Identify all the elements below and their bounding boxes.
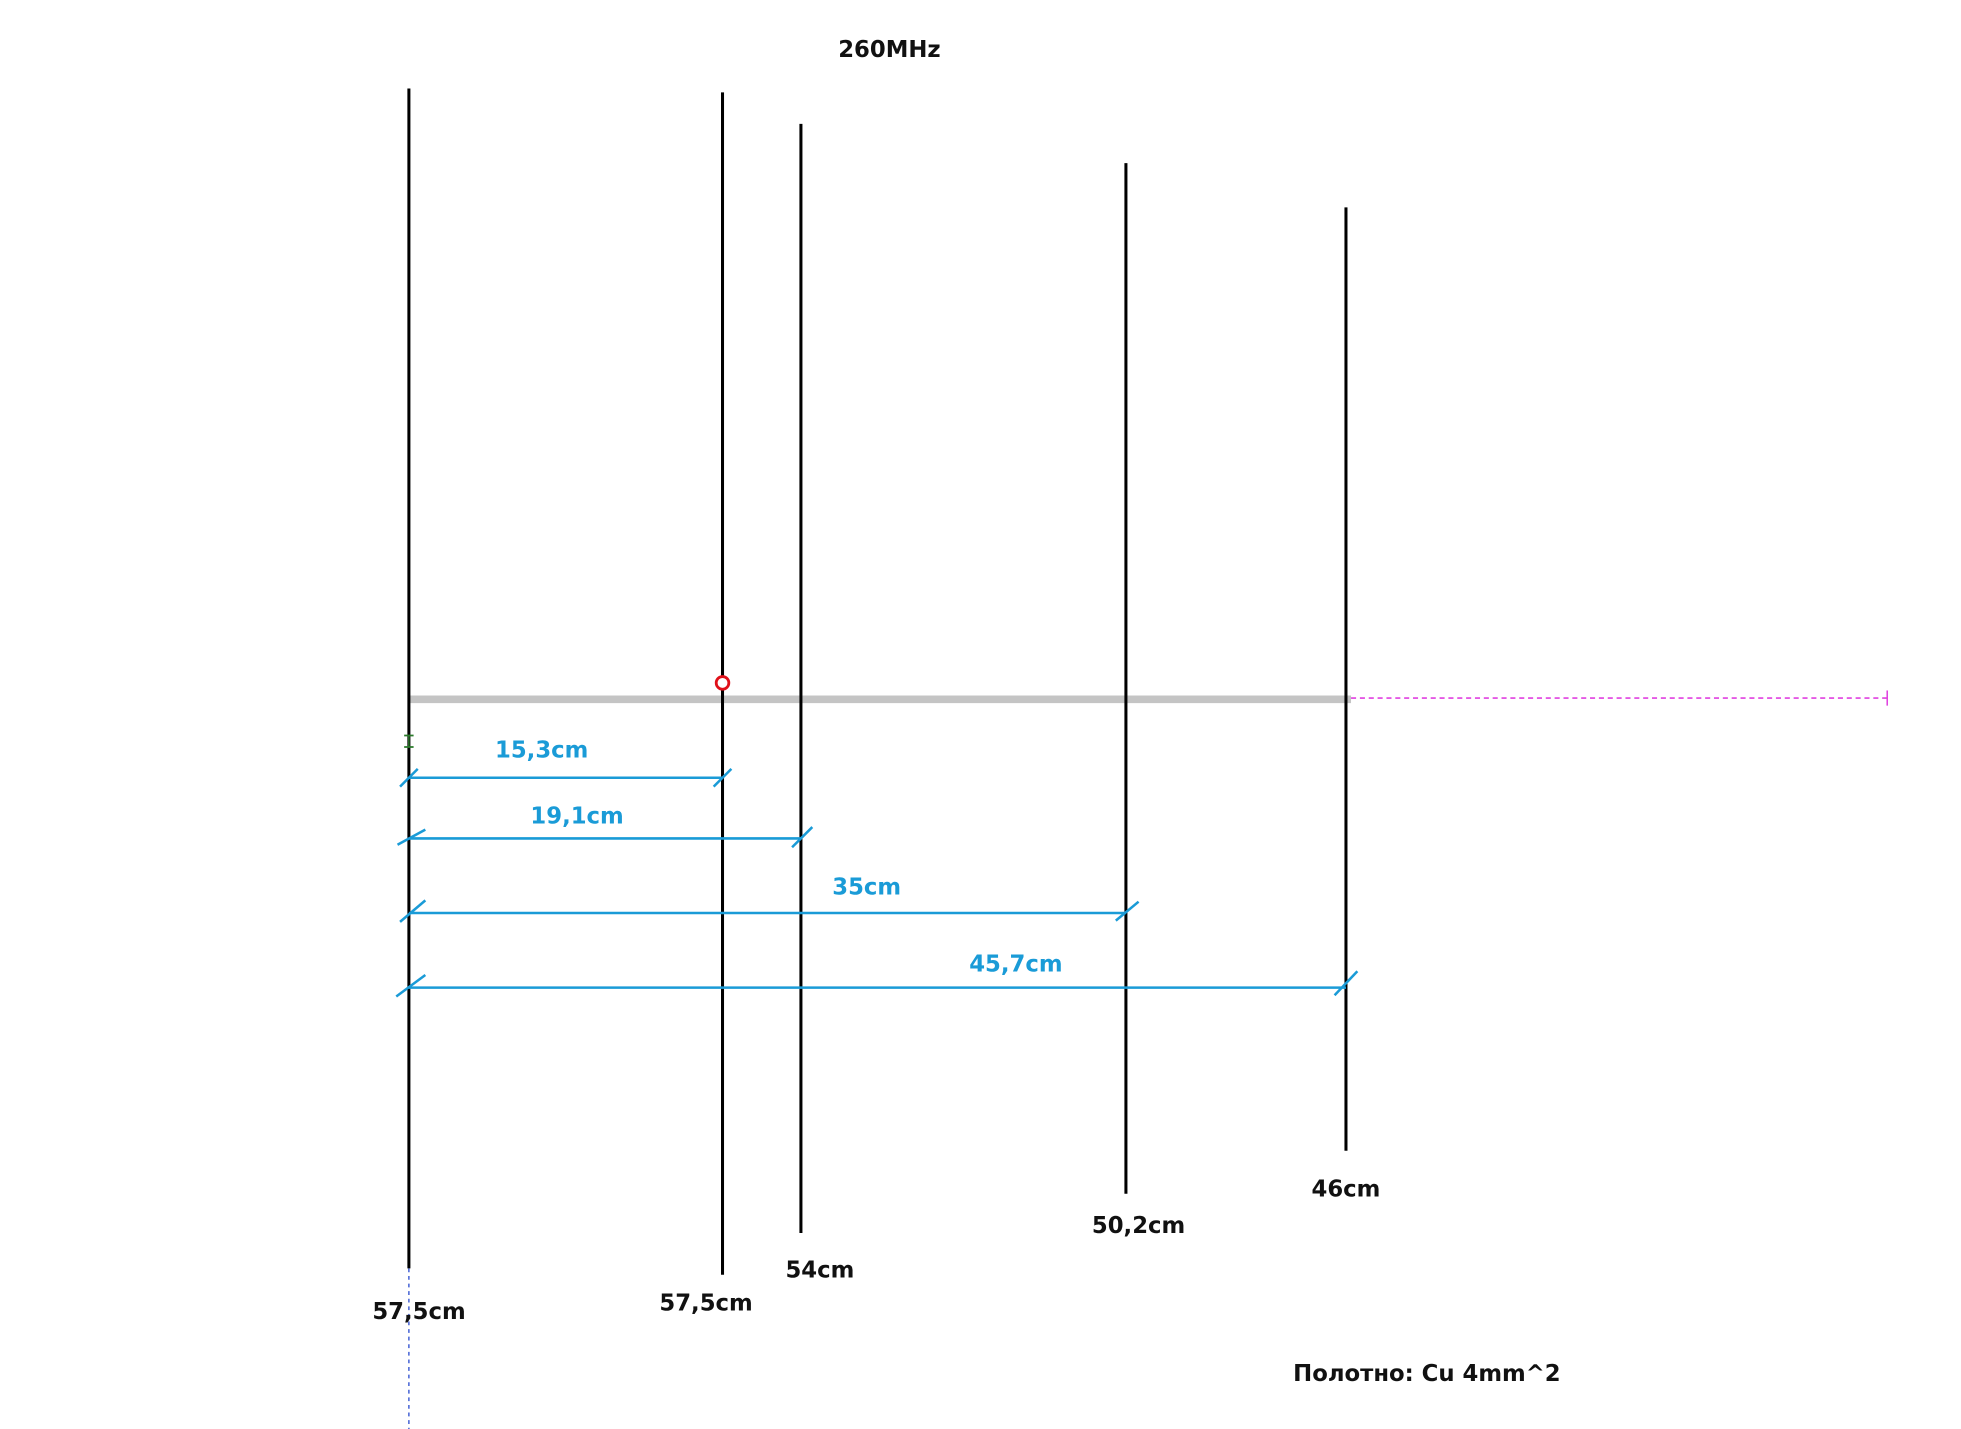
element-length: 57,5cm bbox=[372, 1299, 465, 1325]
spacing-label: 35cm bbox=[832, 874, 901, 900]
spacing-label: 15,3cm bbox=[495, 738, 588, 764]
feed-point bbox=[714, 675, 731, 691]
marker: ⌶ bbox=[404, 732, 415, 752]
dimension bbox=[396, 826, 814, 849]
element-length: 54cm bbox=[785, 1257, 854, 1283]
element-length: 57,5cm bbox=[659, 1290, 752, 1316]
spacing-label: 45,7cm bbox=[969, 951, 1062, 977]
dimension bbox=[399, 767, 733, 788]
spacing-label: 19,1cm bbox=[530, 803, 623, 829]
dimension bbox=[395, 970, 1359, 998]
material-note: Полотно: Cu 4mm^2 bbox=[1293, 1361, 1560, 1387]
dimension bbox=[399, 899, 1140, 923]
element-length: 46cm bbox=[1312, 1176, 1381, 1202]
title: 260MHz bbox=[838, 37, 940, 63]
element-length: 50,2cm bbox=[1092, 1213, 1185, 1239]
